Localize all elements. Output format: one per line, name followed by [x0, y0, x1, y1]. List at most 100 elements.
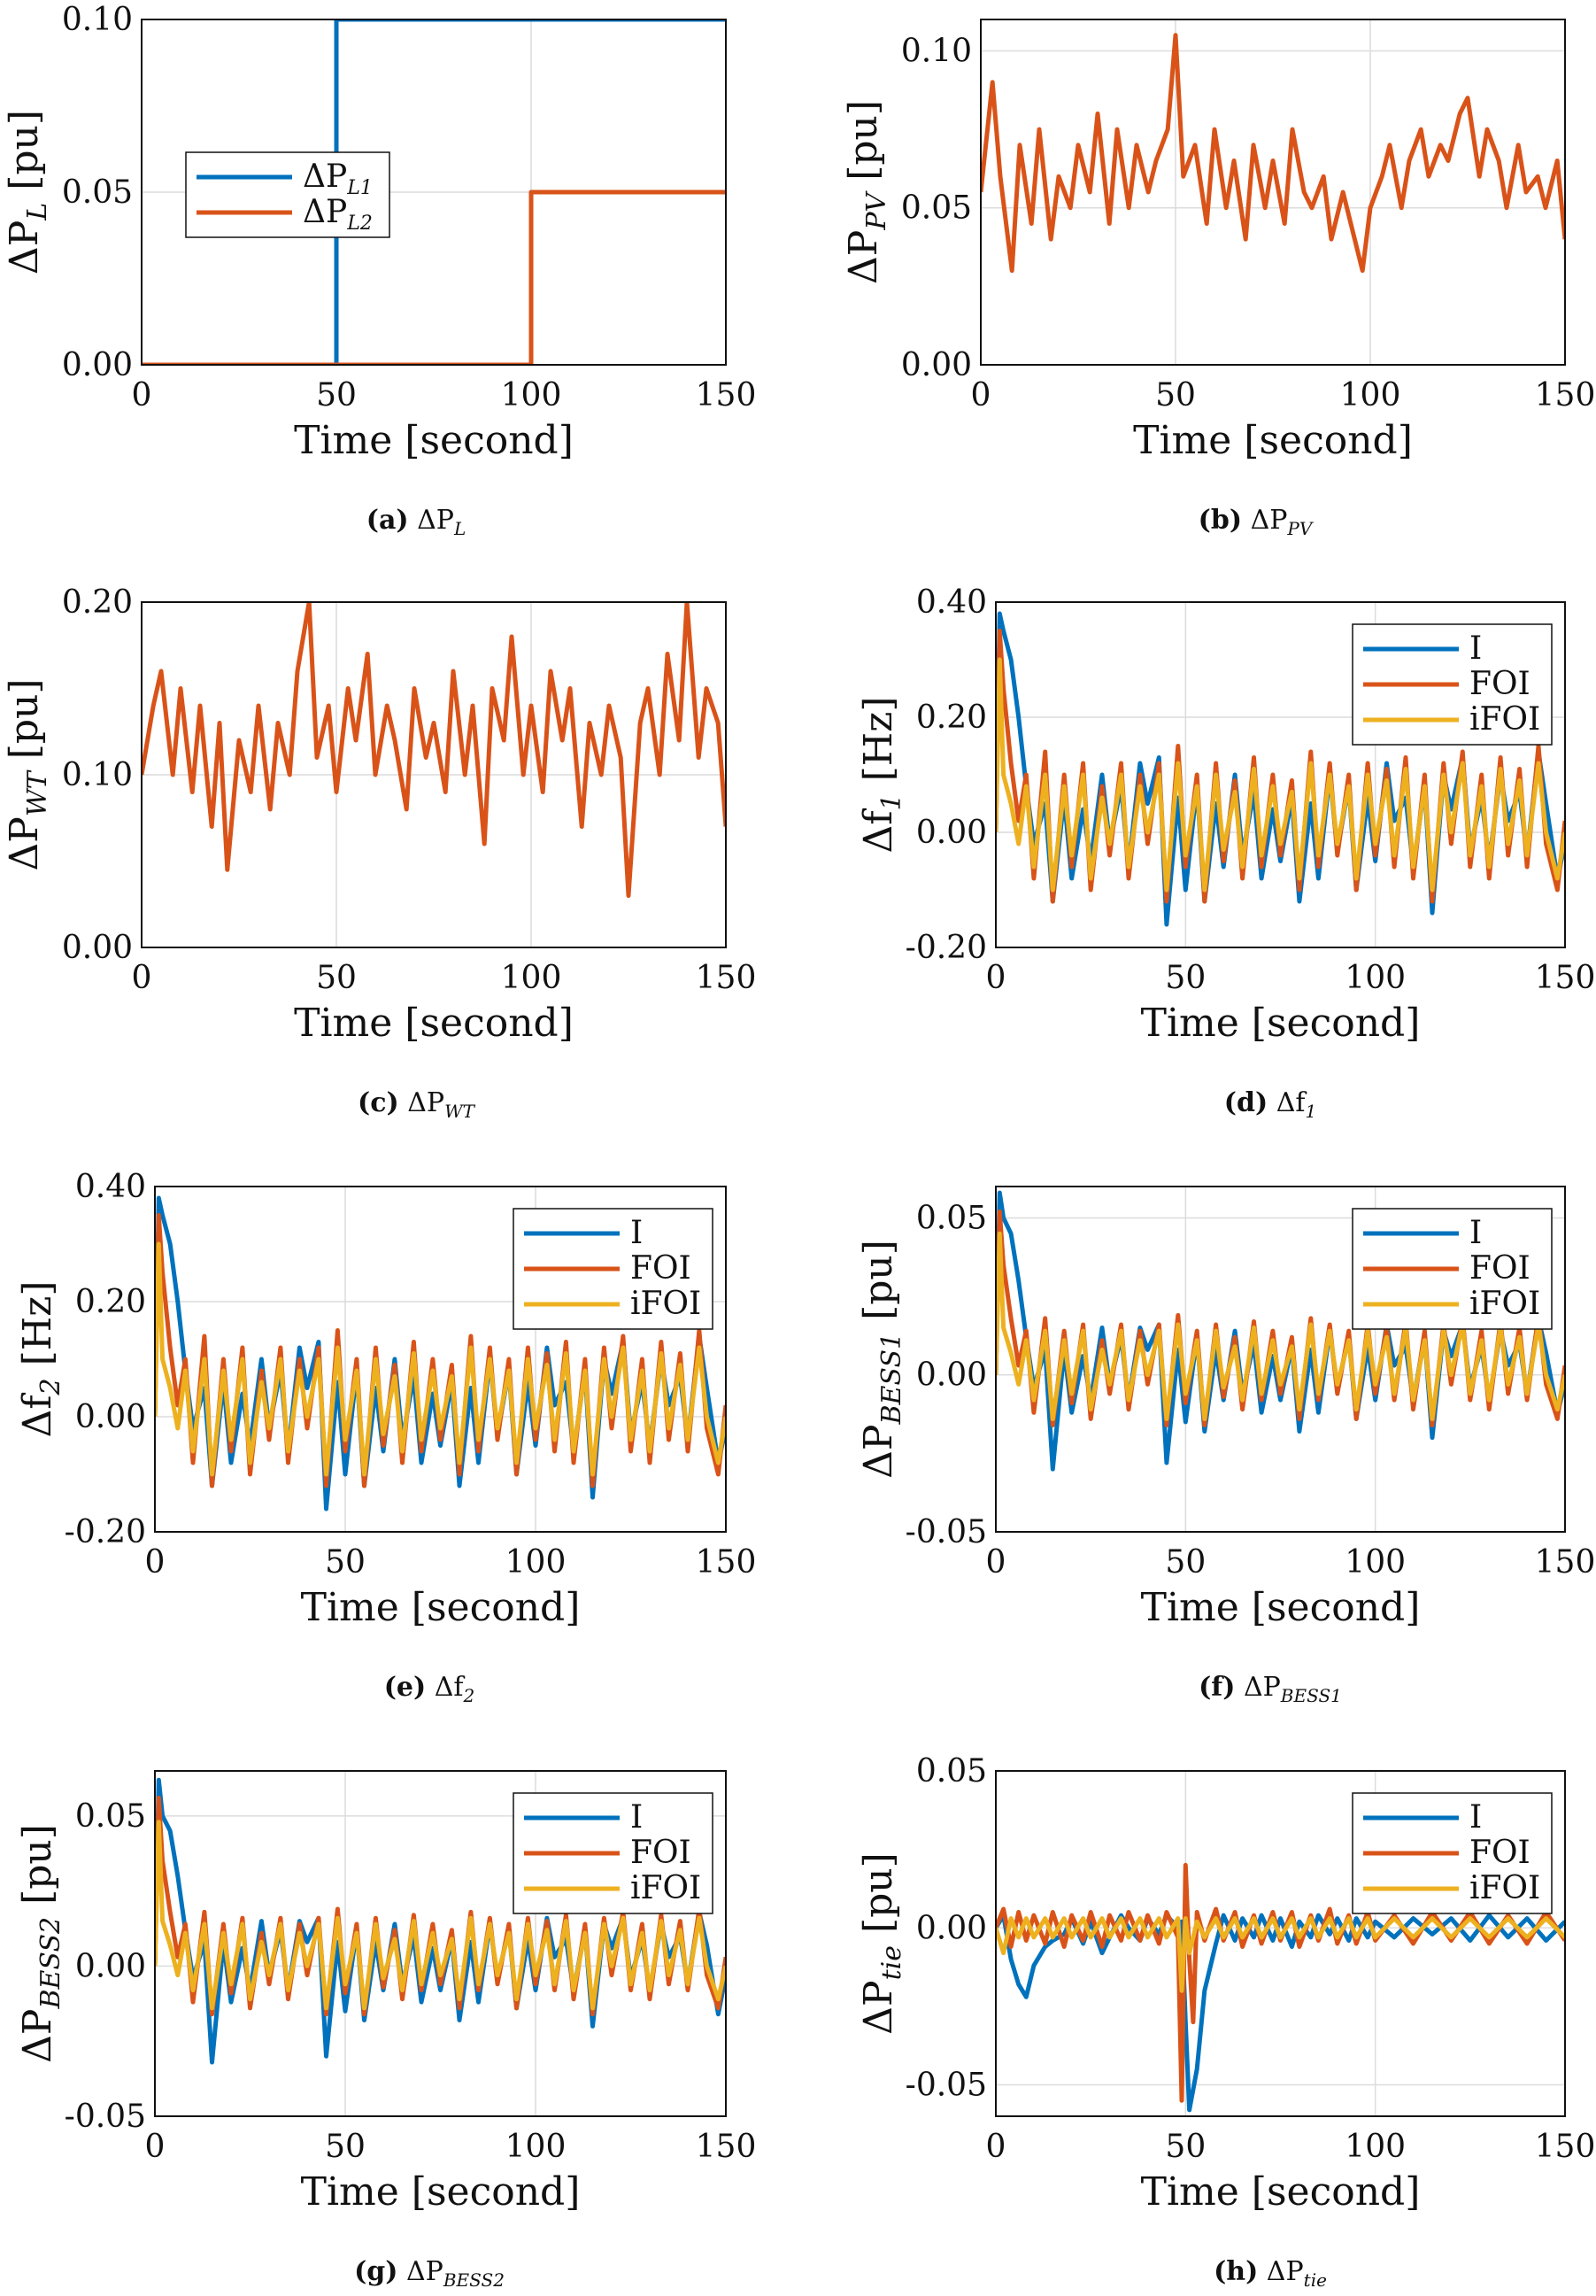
- x-tick-label: 150: [1535, 377, 1596, 414]
- axes-frame: [141, 601, 727, 948]
- x-axis-label: Time [second]: [301, 2169, 581, 2215]
- x-axis-label: Time [second]: [301, 1585, 581, 1630]
- series-line-e-2: [155, 1241, 726, 1477]
- series-line-h-1: [996, 1862, 1565, 2103]
- y-tick-label: -0.20: [65, 1514, 146, 1550]
- caption-b: (b) ΔPPV: [1198, 505, 1313, 539]
- y-tick-label: -0.20: [906, 930, 987, 966]
- y-tick-label: 0.05: [901, 190, 972, 227]
- series-line-b-0: [981, 33, 1565, 274]
- x-tick-label: 50: [1155, 377, 1196, 414]
- y-tick-label: 0.00: [75, 1948, 146, 1984]
- y-tick-label: 0.10: [62, 2, 133, 38]
- caption-g: (g) ΔPBESS2: [354, 2256, 505, 2291]
- series-line-h-0: [996, 1913, 1565, 2113]
- y-axis-label: ΔPPV [pu]: [841, 100, 892, 284]
- chart-panel-c: 0 50 100 150 0.00 0.10 0.20 Time [second] ΔPWT […: [2, 584, 756, 1046]
- x-tick-label: 50: [1165, 960, 1206, 996]
- x-tick-label: 150: [696, 2129, 757, 2165]
- x-tick-label: 100: [501, 960, 562, 996]
- series-line-d-2: [996, 657, 1565, 893]
- x-tick-label: 100: [1345, 2129, 1406, 2165]
- legend-entry: iFOI: [630, 1870, 701, 1906]
- x-tick-label: 150: [1535, 2129, 1596, 2165]
- legend-box: [185, 151, 390, 238]
- series-line-c-0: [142, 602, 726, 898]
- x-axis-label: Time [second]: [1141, 2169, 1421, 2215]
- x-tick-label: 0: [986, 2129, 1006, 2165]
- series-line-h-2: [996, 1916, 1565, 1993]
- x-tick-label: 0: [145, 2129, 166, 2165]
- y-tick-label: 0.00: [62, 930, 133, 966]
- y-axis-label: ΔPWT [pu]: [2, 678, 53, 870]
- legend-entry: iFOI: [1469, 1870, 1540, 1906]
- x-tick-label: 150: [1535, 1544, 1596, 1581]
- x-tick-label: 150: [1535, 960, 1596, 996]
- x-tick-label: 50: [316, 377, 357, 414]
- axes-frame: [154, 1770, 727, 2117]
- y-tick-label: 0.05: [75, 1798, 146, 1835]
- x-tick-label: 50: [316, 960, 357, 996]
- y-axis-label: Δf2 [Hz]: [15, 1280, 66, 1437]
- axes-frame: [995, 1770, 1566, 2117]
- axes-frame: [154, 1186, 727, 1533]
- legend-entry: FOI: [630, 1250, 691, 1287]
- legend-entry: FOI: [630, 1835, 691, 1871]
- x-axis-label: Time [second]: [1133, 418, 1413, 463]
- y-tick-label: 0.10: [901, 33, 972, 69]
- y-tick-label: -0.05: [65, 2099, 146, 2135]
- y-axis-label: ΔPBESS1 [pu]: [856, 1240, 907, 1479]
- y-tick-label: 0.00: [916, 815, 987, 851]
- chart-panel-e: 0 50 100 150 -0.20 0.00 0.20 0.40 Time [second] Δ…: [15, 1169, 756, 1630]
- x-tick-label: 150: [696, 377, 757, 414]
- x-tick-label: 150: [696, 960, 757, 996]
- x-tick-label: 50: [325, 2129, 366, 2165]
- legend-entry: ΔPL1: [303, 158, 373, 199]
- x-tick-label: 50: [1165, 1544, 1206, 1581]
- legend-entry: FOI: [1469, 1835, 1530, 1871]
- y-tick-label: 0.40: [75, 1169, 146, 1205]
- legend-entry: ΔPL2: [303, 194, 373, 235]
- chart-panel-b: 0 50 100 150 0.00 0.05 0.10 Time [second] ΔPPV […: [841, 19, 1595, 463]
- x-tick-label: 0: [971, 377, 991, 414]
- x-tick-label: 0: [986, 960, 1006, 996]
- y-axis-label: Δf1 [Hz]: [856, 696, 907, 853]
- series-line-f-2: [996, 1231, 1565, 1421]
- x-tick-label: 100: [501, 377, 562, 414]
- y-tick-label: 0.05: [62, 174, 133, 211]
- caption-e: (e) Δf2: [383, 1672, 475, 1706]
- x-tick-label: 0: [132, 960, 152, 996]
- y-tick-label: 0.40: [916, 584, 987, 621]
- chart-panel-h: 0 50 100 150 -0.05 0.00 0.05 Time [second] ΔPtie…: [856, 1753, 1595, 2215]
- chart-panel-a: 0 50 100 150 0.00 0.05 0.10 Time [second] ΔPL [p…: [2, 2, 756, 463]
- x-tick-label: 100: [505, 1544, 567, 1581]
- x-tick-label: 100: [505, 2129, 567, 2165]
- legend-entry: I: [630, 1215, 643, 1251]
- y-tick-label: 0.20: [916, 700, 987, 736]
- caption-a: (a) ΔPL: [366, 505, 466, 539]
- x-axis-label: Time [second]: [1141, 1585, 1421, 1630]
- x-tick-label: 100: [1345, 960, 1406, 996]
- x-axis-label: Time [second]: [1141, 1001, 1421, 1046]
- chart-panel-g: 0 50 100 150 -0.05 0.00 0.05 Time [second] ΔPBES…: [15, 1770, 757, 2215]
- legend-entry: FOI: [1469, 1250, 1530, 1287]
- legend-entry: I: [630, 1799, 643, 1836]
- y-axis-label: ΔPtie [pu]: [856, 1852, 907, 2035]
- x-tick-label: 100: [1340, 377, 1401, 414]
- y-tick-label: 0.00: [62, 347, 133, 383]
- y-tick-label: 0.05: [916, 1200, 987, 1236]
- y-axis-label: ΔPL [pu]: [2, 110, 53, 274]
- legend-entry: I: [1469, 1799, 1482, 1836]
- x-axis-label: Time [second]: [294, 1001, 574, 1046]
- caption-d: (d) Δf1: [1223, 1087, 1317, 1122]
- legend-entry: FOI: [1469, 666, 1530, 702]
- caption-c: (c) ΔPWT: [358, 1087, 474, 1122]
- x-tick-label: 0: [986, 1544, 1006, 1581]
- legend-entry: iFOI: [1469, 701, 1540, 738]
